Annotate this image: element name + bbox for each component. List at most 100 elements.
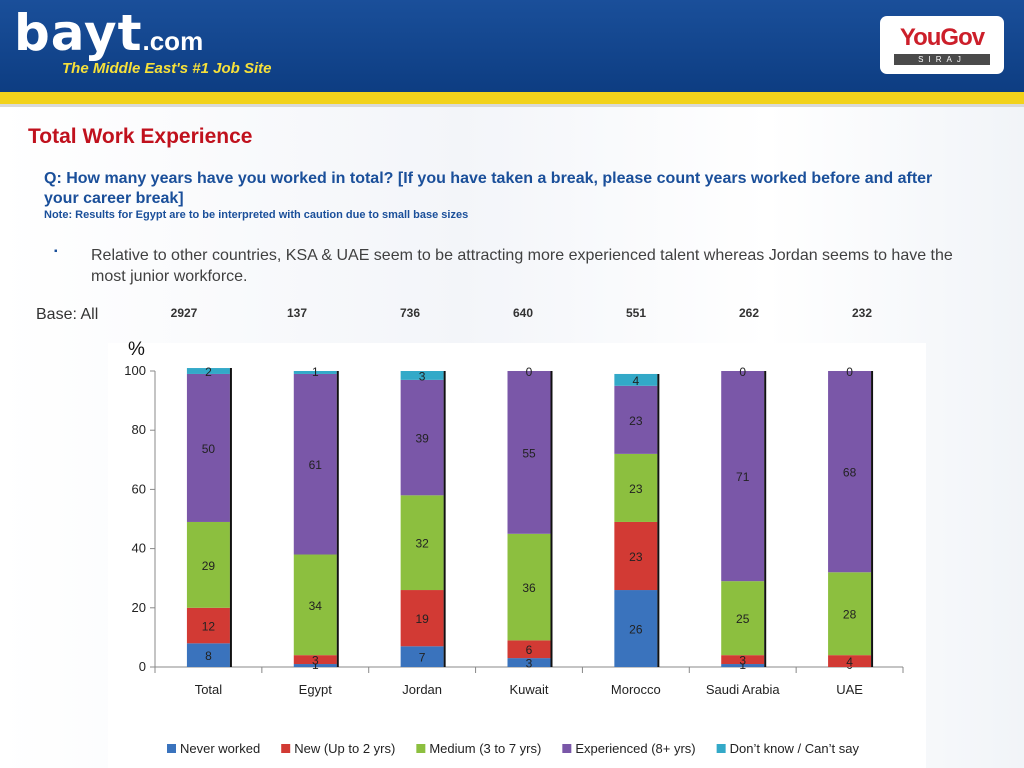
bar-segment xyxy=(828,371,872,573)
data-label: 4 xyxy=(846,655,853,669)
survey-question: Q: How many years have you worked in tot… xyxy=(44,170,933,207)
legend-label: Experienced (8+ yrs) xyxy=(575,741,695,756)
legend-label: Never worked xyxy=(180,741,260,756)
bar-segment xyxy=(400,646,444,667)
legend-swatch xyxy=(716,744,726,753)
y-tick-label: 80 xyxy=(132,422,146,437)
header-stripe xyxy=(0,92,1024,104)
bar-segment xyxy=(721,664,765,667)
y-tick-label: 0 xyxy=(139,659,146,674)
data-label: 34 xyxy=(309,599,323,613)
bar-segment xyxy=(186,521,230,608)
bar-segment xyxy=(721,581,765,656)
data-label: 0 xyxy=(526,365,533,379)
bar-segment xyxy=(507,640,551,659)
bar-segment xyxy=(614,521,658,591)
data-label: 23 xyxy=(629,550,643,564)
data-label: 1 xyxy=(739,658,746,672)
bar-segment xyxy=(614,590,658,667)
category-label: Morocco xyxy=(611,682,661,697)
bar-segment xyxy=(721,371,765,582)
data-label: 0 xyxy=(846,365,853,379)
data-label: 25 xyxy=(736,612,750,626)
data-label: 3 xyxy=(526,657,533,671)
bar-segment xyxy=(186,607,230,644)
header-divider xyxy=(0,104,1024,107)
bar-segment xyxy=(614,373,658,386)
base-count: 551 xyxy=(625,306,647,320)
bar-segment xyxy=(186,373,230,522)
bar-segment xyxy=(400,379,444,496)
data-label: 55 xyxy=(522,446,536,460)
legend-swatch xyxy=(416,744,426,753)
legend-label: Medium (3 to 7 yrs) xyxy=(429,741,541,756)
bar-segment xyxy=(828,655,872,667)
data-label: 36 xyxy=(522,581,536,595)
data-label: 23 xyxy=(629,414,643,428)
data-label: 0 xyxy=(739,365,746,379)
bar-segment xyxy=(828,572,872,656)
bar-segment xyxy=(293,655,337,665)
bar-segment xyxy=(293,373,337,555)
legend-label: Don’t know / Can’t say xyxy=(730,741,860,756)
bar-segment xyxy=(721,655,765,665)
bar-segment xyxy=(293,371,337,374)
bar-segment xyxy=(614,453,658,522)
base-count: 232 xyxy=(851,306,873,320)
y-tick-label: 20 xyxy=(132,600,146,615)
data-label: 1 xyxy=(312,658,319,672)
data-label: 28 xyxy=(843,608,857,622)
category-label: Kuwait xyxy=(509,682,548,697)
data-label: 39 xyxy=(415,432,429,446)
data-label: 32 xyxy=(415,537,429,551)
data-label: 68 xyxy=(843,466,857,480)
data-label: 4 xyxy=(633,374,640,388)
yougov-name: YouGov xyxy=(899,24,985,51)
bar-segment xyxy=(400,371,444,380)
base-count: 640 xyxy=(512,306,534,320)
data-label: 19 xyxy=(415,612,429,626)
category-label: Jordan xyxy=(402,682,442,697)
bar-segment xyxy=(186,643,230,667)
category-label: Egypt xyxy=(299,682,333,697)
data-label: 23 xyxy=(629,482,643,496)
category-label: Total xyxy=(195,682,223,697)
data-label: 26 xyxy=(629,623,643,637)
base-count: 736 xyxy=(399,306,421,320)
bullet-icon: ▪ xyxy=(54,246,58,257)
data-label: 8 xyxy=(205,649,212,663)
data-label: 1 xyxy=(312,365,319,379)
bar-segment xyxy=(614,385,658,454)
yougov-subtitle: SIRAJ xyxy=(894,54,990,65)
bar-segment xyxy=(293,664,337,667)
data-label: 2 xyxy=(205,365,212,379)
data-label: 7 xyxy=(419,651,426,665)
header-banner: bayt.com The Middle East's #1 Job Site Y… xyxy=(0,0,1024,92)
bar-segment xyxy=(400,590,444,647)
y-tick-label: 100 xyxy=(124,363,146,378)
base-count: 2927 xyxy=(170,306,198,320)
logo-dotcom: .com xyxy=(142,26,204,56)
bayt-logo[interactable]: bayt.com xyxy=(14,8,203,58)
legend-swatch xyxy=(167,744,176,753)
logo-wordmark: bayt xyxy=(14,4,143,62)
bar-segment xyxy=(507,533,551,641)
bar-segment xyxy=(507,371,551,534)
tagline: The Middle East's #1 Job Site xyxy=(62,60,272,77)
y-tick-label: 40 xyxy=(132,541,146,556)
yougov-logo: YouGov SIRAJ xyxy=(880,16,1004,74)
category-label: UAE xyxy=(836,682,863,697)
data-label: 71 xyxy=(736,470,750,484)
data-label: 29 xyxy=(202,559,216,573)
data-label: 3 xyxy=(739,654,746,668)
data-label: 50 xyxy=(202,442,216,456)
bar-segment xyxy=(186,368,230,374)
base-label: Base: All xyxy=(36,306,99,323)
insight-text: Relative to other countries, KSA & UAE s… xyxy=(91,247,953,285)
slide-title: Total Work Experience xyxy=(28,125,253,148)
base-count: 137 xyxy=(286,306,308,320)
legend-label: New (Up to 2 yrs) xyxy=(294,741,395,756)
bar-segment xyxy=(293,554,337,656)
category-label: Saudi Arabia xyxy=(706,682,780,697)
